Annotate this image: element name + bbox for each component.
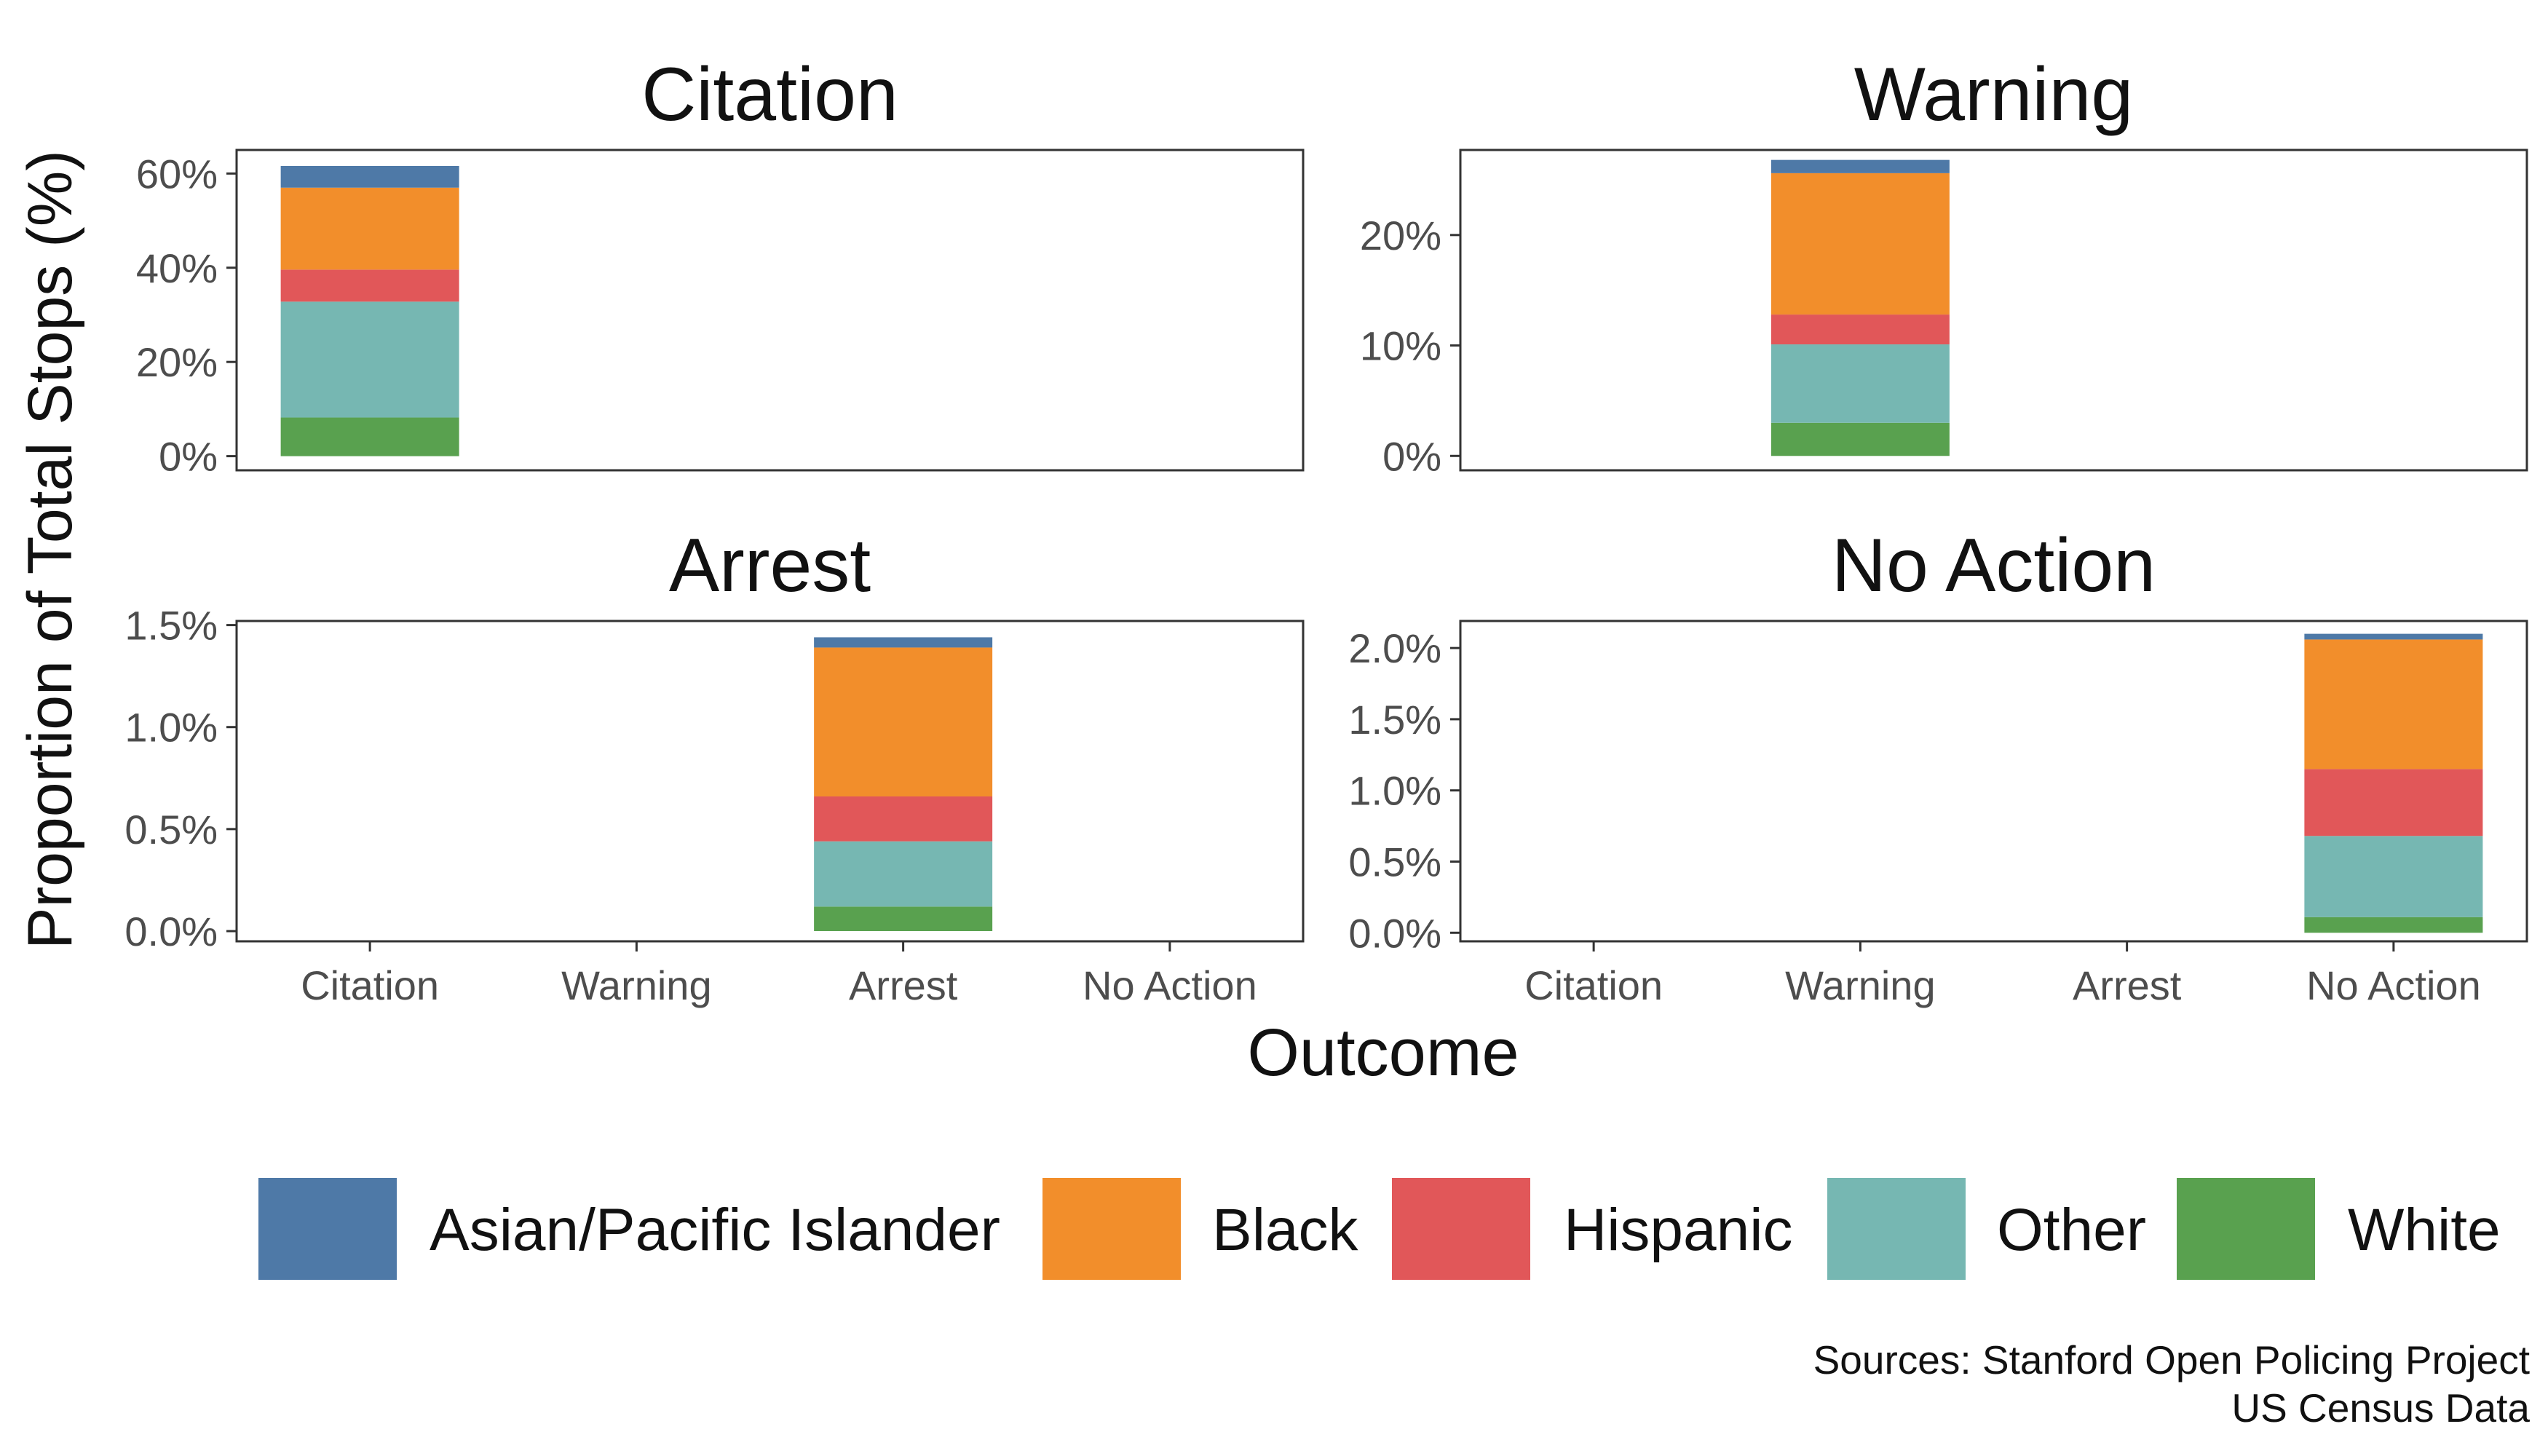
bar-segment-no-action-asian-pacific-islander xyxy=(2304,633,2483,640)
legend-label: Other xyxy=(1997,1197,2146,1263)
bar-segment-arrest-asian-pacific-islander xyxy=(814,637,993,648)
y-tick-label: 0.0% xyxy=(1348,910,1441,956)
panel-title-warning: Warning xyxy=(1854,52,2133,137)
x-tick-label: No Action xyxy=(2306,962,2481,1008)
panel-border xyxy=(235,620,1305,943)
caption-line-2: US Census Data xyxy=(2231,1385,2530,1431)
bar-segment-warning-asian-pacific-islander xyxy=(1770,159,1950,173)
legend-item-asian-pacific-islander: Asian/Pacific Islander xyxy=(258,1178,1000,1280)
legend-key xyxy=(1827,1178,1966,1280)
legend-key xyxy=(1392,1178,1530,1280)
bar-segment-no-action-white xyxy=(2304,917,2483,933)
panel-background xyxy=(237,621,1303,941)
panel-title-arrest: Arrest xyxy=(669,523,871,608)
bar-segment-no-action-other xyxy=(2304,836,2483,917)
panel-border xyxy=(1459,620,2528,943)
x-tick-label: Arrest xyxy=(2073,962,2182,1008)
legend-key xyxy=(258,1178,397,1280)
facet-panels: Citation 0% 20% 40% 60% Warning 0% 10% 20% Arrest… xyxy=(124,52,2528,1008)
bar-segment-citation-hispanic xyxy=(280,269,459,302)
y-tick-label: 60% xyxy=(136,151,218,197)
panel-border xyxy=(1459,149,2528,472)
legend-label: Black xyxy=(1212,1197,1359,1263)
y-tick-label: 10% xyxy=(1360,323,1441,369)
bar-segment-citation-white xyxy=(280,417,459,456)
bar-segment-arrest-black xyxy=(814,647,993,797)
bar-segment-warning-black xyxy=(1770,173,1950,315)
y-tick-label: 0.5% xyxy=(124,807,218,852)
y-tick-label: 1.5% xyxy=(1348,697,1441,743)
x-tick-label: Warning xyxy=(561,962,711,1008)
x-tick-label: No Action xyxy=(1083,962,1257,1008)
panel-citation: Citation 0% 20% 40% 60% xyxy=(136,52,1305,480)
x-tick-label: Warning xyxy=(1785,962,1935,1008)
bar-segment-citation-black xyxy=(280,187,459,270)
legend-key xyxy=(1042,1178,1181,1280)
x-tick-label: Citation xyxy=(1524,962,1663,1008)
legend-label: Asian/Pacific Islander xyxy=(430,1197,1000,1263)
y-axis-title: Proportion of Total Stops (%) xyxy=(15,150,85,949)
y-tick-label: 1.0% xyxy=(124,705,218,751)
x-tick-label: Citation xyxy=(301,962,439,1008)
y-tick-label: 40% xyxy=(136,245,218,291)
bar-segment-citation-other xyxy=(280,301,459,418)
y-tick-label: 20% xyxy=(1360,213,1441,258)
bar-segment-arrest-hispanic xyxy=(814,796,993,842)
panel-warning: Warning 0% 10% 20% xyxy=(1360,52,2528,479)
panel-background xyxy=(1460,150,2527,470)
y-tick-label: 1.0% xyxy=(1348,768,1441,814)
bar-segment-warning-other xyxy=(1770,344,1950,423)
panel-arrest: Arrest 0.0% 0.5% 1.0% 1.5% Citation Warning Arr… xyxy=(124,523,1305,1008)
bar-segment-arrest-white xyxy=(814,906,993,931)
legend: Asian/Pacific Islander Black Hispanic Other… xyxy=(258,1178,2501,1280)
bar-segment-arrest-other xyxy=(814,841,993,907)
y-tick-label: 0.5% xyxy=(1348,839,1441,885)
y-tick-label: 0% xyxy=(1382,433,1441,479)
panel-title-citation: Citation xyxy=(641,52,898,137)
x-tick-label: Arrest xyxy=(849,962,958,1008)
panel-title-no-action: No Action xyxy=(1832,523,2156,608)
panel-no-action: No Action 0.0% 0.5% 1.0% 1.5% 2.0% Citation War… xyxy=(1348,523,2528,1008)
y-tick-label: 2.0% xyxy=(1348,625,1441,671)
legend-item-white: White xyxy=(2177,1178,2501,1280)
bar-segment-citation-asian-pacific-islander xyxy=(280,166,459,188)
legend-key xyxy=(2177,1178,2315,1280)
legend-item-hispanic: Hispanic xyxy=(1392,1178,1792,1280)
panel-border xyxy=(235,149,1305,472)
y-tick-label: 0.0% xyxy=(124,909,218,954)
bar-segment-no-action-black xyxy=(2304,639,2483,769)
caption-line-1: Sources: Stanford Open Policing Project xyxy=(1813,1337,2530,1382)
y-tick-label: 0% xyxy=(159,434,218,480)
y-tick-label: 1.5% xyxy=(124,603,218,649)
x-axis-title: Outcome xyxy=(1247,1016,1519,1090)
y-tick-label: 20% xyxy=(136,339,218,385)
bar-segment-no-action-hispanic xyxy=(2304,769,2483,836)
bar-segment-warning-white xyxy=(1770,422,1950,456)
legend-label: White xyxy=(2348,1197,2501,1263)
legend-label: Hispanic xyxy=(1564,1197,1792,1263)
legend-item-black: Black xyxy=(1042,1178,1359,1280)
bar-segment-warning-hispanic xyxy=(1770,314,1950,345)
legend-item-other: Other xyxy=(1827,1178,2146,1280)
